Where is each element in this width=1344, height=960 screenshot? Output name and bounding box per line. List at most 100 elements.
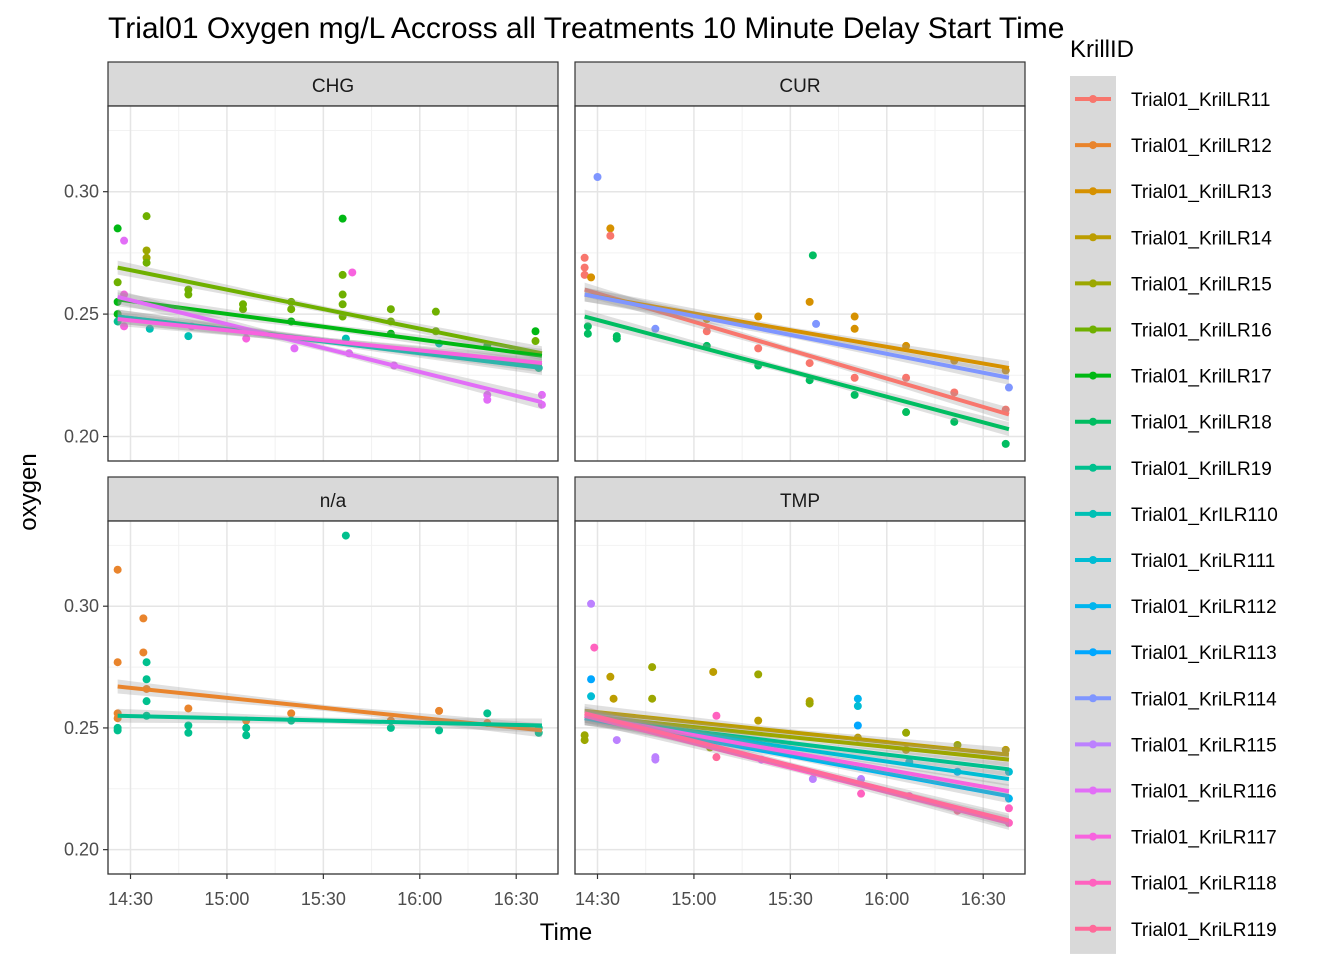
x-tick-label: 16:30 — [494, 889, 539, 909]
panel-background — [575, 521, 1025, 874]
data-point — [184, 721, 193, 730]
fit-line — [584, 713, 1010, 762]
legend-key-point — [1089, 325, 1097, 334]
data-point — [648, 694, 657, 703]
legend-label: Trial01_KrilLR15 — [1131, 274, 1272, 295]
facet-strip-label: CHG — [312, 76, 354, 97]
legend-key-point — [1089, 786, 1097, 795]
data-point — [580, 253, 589, 262]
data-point — [483, 709, 492, 718]
data-point — [709, 667, 718, 676]
data-point — [712, 711, 721, 720]
legend-item: Trial01_KrilLR15 — [1075, 274, 1272, 295]
data-point — [338, 270, 347, 279]
data-point — [950, 388, 959, 397]
data-point — [239, 305, 247, 314]
data-point — [853, 702, 862, 711]
data-point — [754, 312, 763, 321]
legend-key-point — [1089, 371, 1097, 380]
legend-item: Trial01_KriLR117 — [1075, 828, 1277, 849]
legend-label: Trial01_KriLR114 — [1131, 689, 1277, 710]
fit-lines — [117, 679, 543, 738]
legend-key-point — [1089, 694, 1097, 703]
x-axis-title: Time — [540, 919, 592, 946]
legend-key-point — [1089, 417, 1097, 426]
data-point — [1001, 745, 1010, 754]
gridlines — [108, 106, 558, 461]
facet-strip-label: n/a — [320, 491, 347, 512]
facet-strip — [574, 476, 1026, 522]
data-point — [850, 373, 859, 382]
data-point — [853, 721, 862, 730]
x-tick-label: 15:00 — [671, 889, 716, 909]
data-point — [850, 390, 859, 399]
data-point — [612, 736, 621, 745]
fit-line — [584, 711, 1010, 823]
facet-strip — [574, 61, 1026, 107]
facet-strip-label: TMP — [780, 491, 820, 512]
data-point — [1004, 804, 1013, 813]
facet-strip-label: CUR — [779, 76, 820, 97]
fit-line — [584, 314, 1010, 432]
fit-lines — [584, 703, 1010, 830]
data-point — [587, 599, 596, 608]
legend-key-point — [1089, 648, 1097, 657]
legend-item: Trial01_KriLR114 — [1075, 689, 1277, 710]
panel-border — [574, 105, 1026, 462]
data-point — [338, 290, 347, 299]
data-point — [386, 723, 395, 732]
legend-item: Trial01_KriLR113 — [1075, 643, 1277, 664]
data-point — [184, 290, 193, 299]
legend-key-point — [1089, 832, 1097, 841]
data-point — [805, 297, 814, 306]
data-point — [386, 305, 395, 314]
data-point — [120, 322, 129, 331]
y-tick-label: 0.25 — [64, 304, 99, 324]
fit-line — [117, 713, 542, 728]
legend-label: Trial01_KriLR113 — [1131, 643, 1277, 664]
data-point — [902, 373, 911, 382]
x-tick-label: 15:00 — [204, 889, 249, 909]
data-point — [606, 224, 615, 233]
data-point — [184, 728, 193, 737]
data-point — [531, 327, 540, 336]
fit-lines — [584, 282, 1010, 437]
y-tick-label: 0.30 — [64, 182, 99, 202]
legend-item: Trial01_KrilLR19 — [1075, 459, 1272, 480]
legend-item: Trial01_KriLR112 — [1075, 597, 1277, 618]
panel-border — [107, 105, 559, 462]
data-point — [808, 775, 817, 784]
y-tick-label: 0.30 — [64, 596, 99, 616]
legend: KrillID Trial01_KrilLR11 Trial01_KrilLR12… — [1070, 36, 1278, 954]
data-point — [609, 694, 618, 703]
legend-key-point — [1089, 509, 1097, 518]
legend-label: Trial01_KriLR116 — [1131, 782, 1277, 803]
x-tick-label: 15:30 — [768, 889, 813, 909]
data-point — [113, 224, 122, 233]
legend-label: Trial01_KriLR117 — [1131, 828, 1277, 849]
data-point — [139, 614, 148, 623]
facet-strip — [107, 61, 559, 107]
data-point — [142, 212, 151, 221]
legend-label: Trial01_KrILR110 — [1131, 505, 1278, 526]
data-point — [651, 755, 660, 764]
legend-item: Trial01_KriLR119 — [1075, 920, 1277, 941]
x-tick-label: 16:00 — [864, 889, 909, 909]
data-point — [242, 731, 251, 740]
data-point — [805, 699, 814, 708]
data-point — [113, 658, 122, 667]
data-point — [184, 704, 193, 713]
data-point — [113, 565, 122, 574]
x-tick-label: 14:30 — [575, 889, 620, 909]
legend-item: Trial01_KriLR111 — [1075, 551, 1275, 572]
fit-line — [117, 265, 543, 356]
legend-item: Trial01_KrilLR13 — [1075, 182, 1272, 203]
legend-item: Trial01_KrilLR17 — [1075, 367, 1272, 388]
data-point — [338, 214, 347, 223]
data-point — [712, 753, 721, 762]
panel-facet-cur: CUR — [574, 61, 1026, 462]
facet-strip — [107, 476, 559, 522]
legend-label: Trial01_KrilLR19 — [1131, 459, 1272, 480]
legend-key-point — [1089, 602, 1097, 611]
data-point — [583, 322, 592, 331]
